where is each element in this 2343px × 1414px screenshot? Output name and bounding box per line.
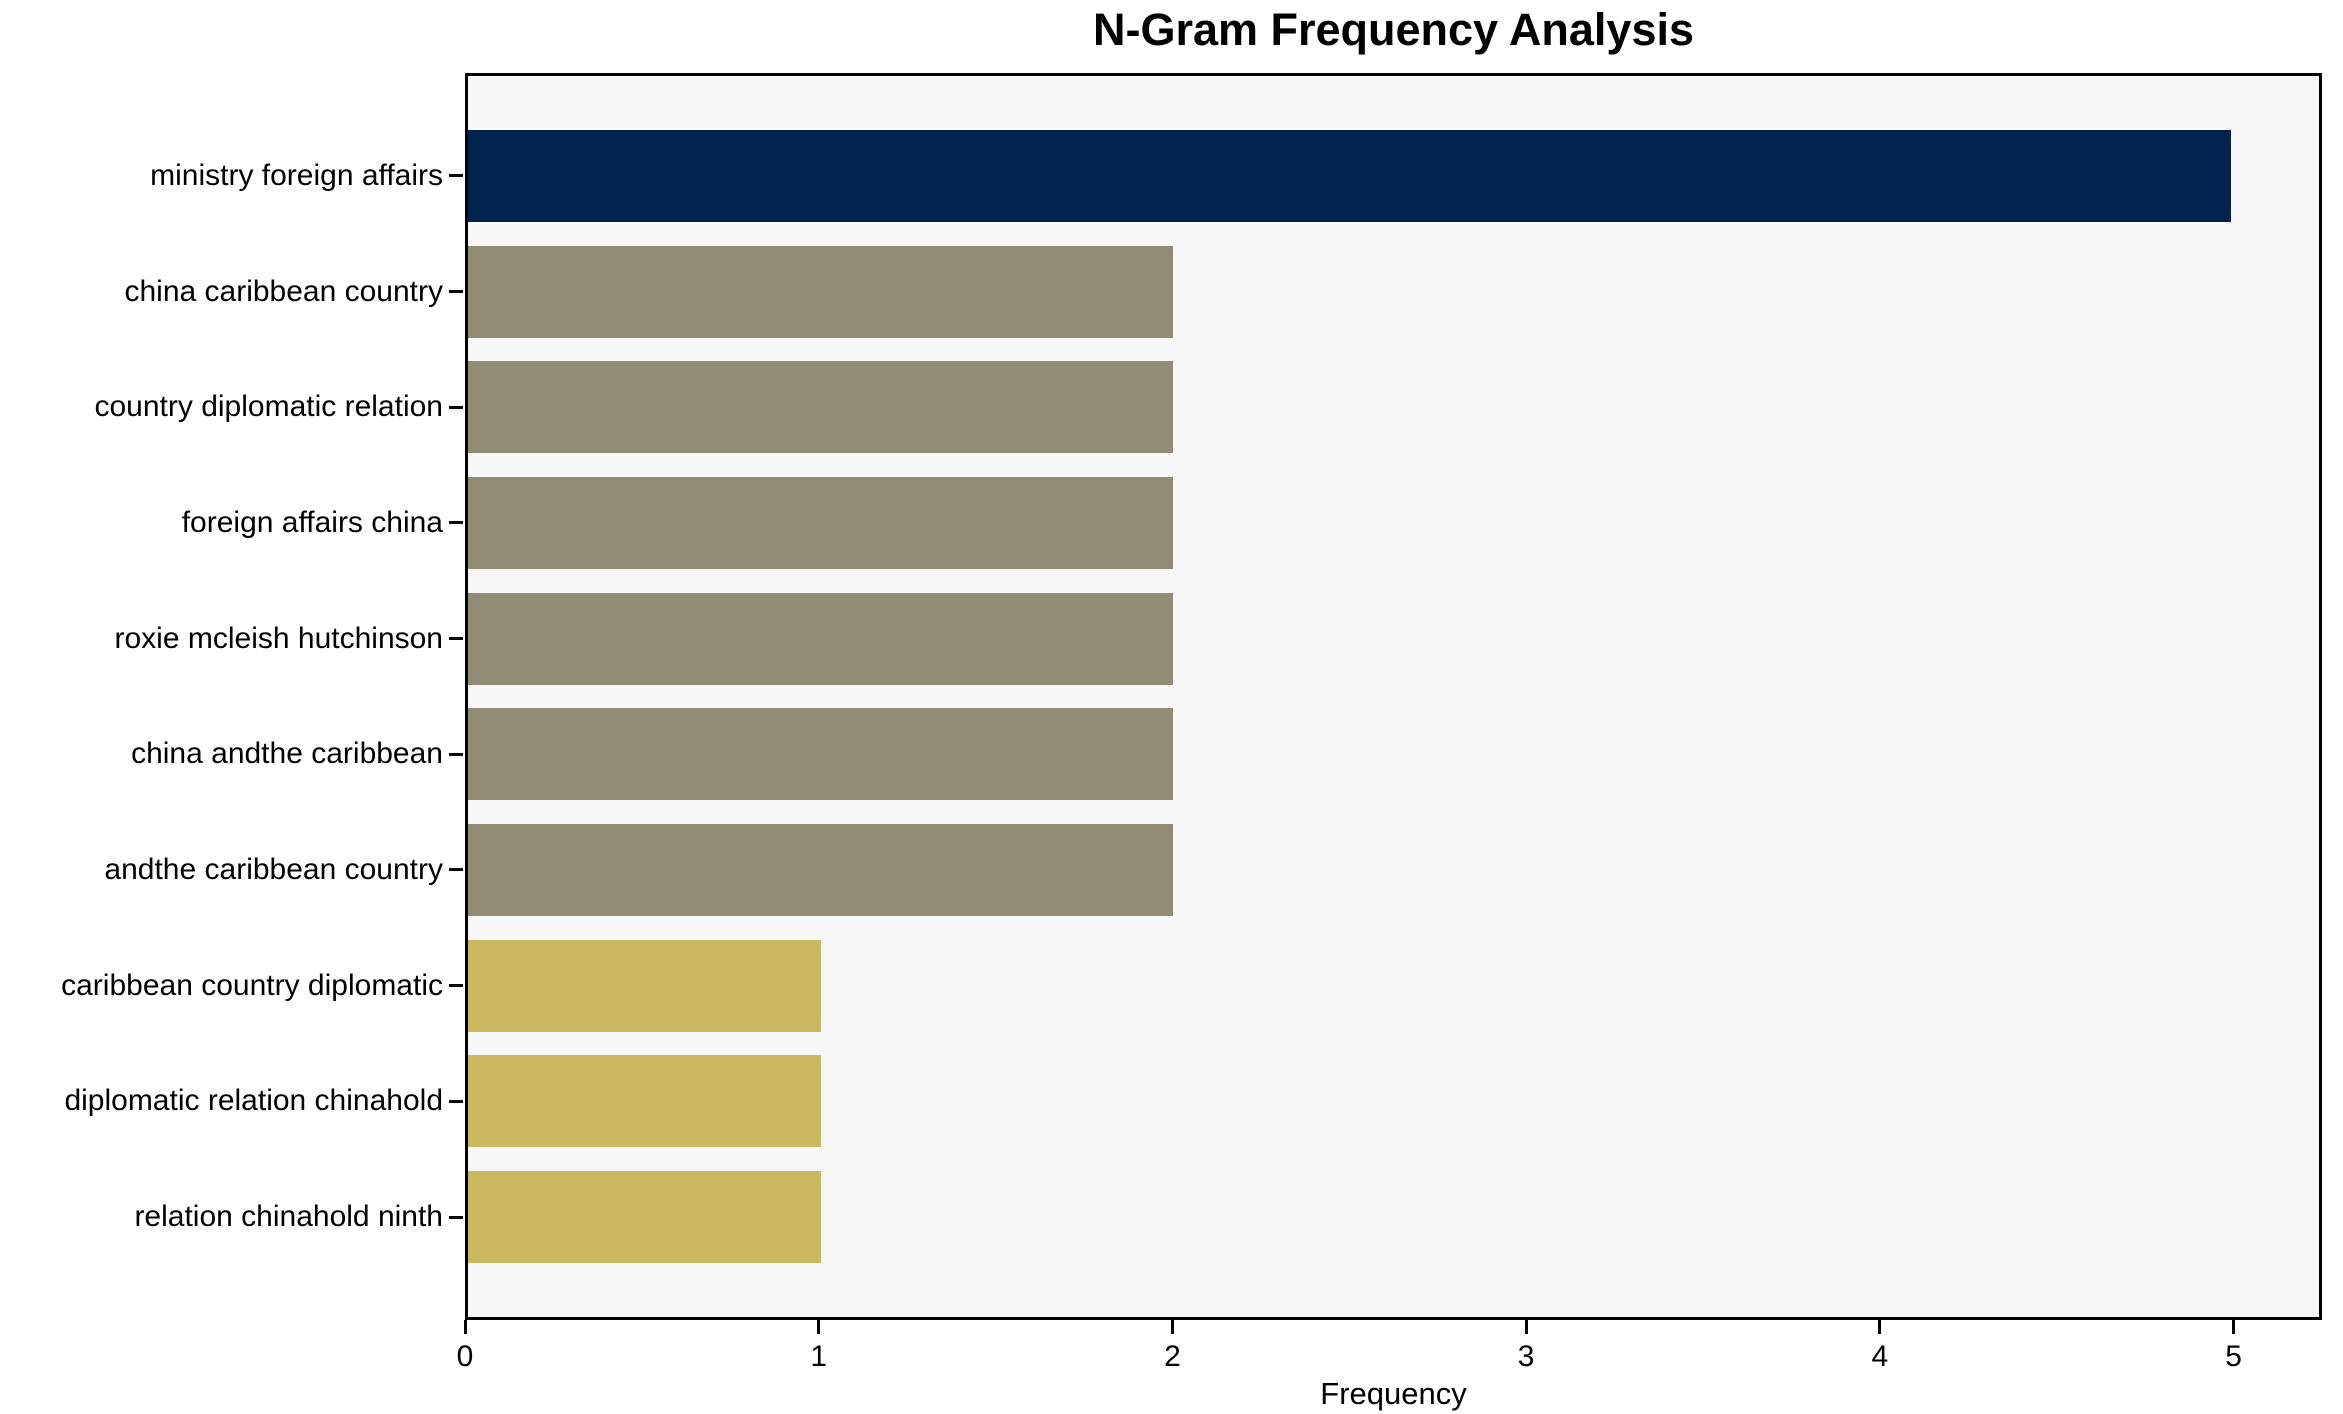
y-tick-mark xyxy=(449,290,463,294)
y-tick-mark xyxy=(449,405,463,409)
x-axis-title: Frequency xyxy=(1320,1376,1467,1411)
y-tick-mark xyxy=(449,637,463,641)
y-tick-label: country diplomatic relation xyxy=(94,390,443,424)
x-tick-label: 3 xyxy=(1517,1340,1535,1373)
y-tick-label: caribbean country diplomatic xyxy=(61,968,443,1002)
x-tick-mark xyxy=(1878,1320,1882,1334)
x-tick-mark xyxy=(1170,1320,1174,1334)
x-tick-mark xyxy=(817,1320,821,1334)
bar-relation-chinahold-ninth xyxy=(468,1171,821,1264)
bar-china-caribbean-country xyxy=(468,245,1174,338)
plot-area xyxy=(465,73,2322,1320)
bar-ministry-foreign-affairs xyxy=(468,129,2231,222)
y-tick-label: relation chinahold ninth xyxy=(134,1200,443,1234)
y-tick-label: roxie mcleish hutchinson xyxy=(114,621,444,655)
x-tick-label: 0 xyxy=(456,1340,474,1373)
y-tick-mark xyxy=(449,868,463,872)
y-tick-mark xyxy=(449,174,463,178)
bar-country-diplomatic-relation xyxy=(468,361,1174,454)
y-tick-mark xyxy=(449,1099,463,1103)
x-tick-label: 4 xyxy=(1871,1340,1889,1373)
bar-roxie-mcleish-hutchinson xyxy=(468,592,1174,685)
x-tick-label: 2 xyxy=(1164,1340,1181,1373)
x-tick-mark xyxy=(1524,1320,1528,1334)
y-tick-label: foreign affairs china xyxy=(181,505,443,539)
y-tick-label: china andthe caribbean xyxy=(131,737,443,771)
y-tick-mark xyxy=(449,521,463,525)
bar-caribbean-country-diplomatic xyxy=(468,939,821,1032)
y-tick-label: andthe caribbean country xyxy=(104,852,443,886)
bar-foreign-affairs-china xyxy=(468,476,1174,569)
bar-diplomatic-relation-chinahold xyxy=(468,1055,821,1148)
y-tick-mark xyxy=(449,984,463,988)
y-tick-mark xyxy=(449,1215,463,1219)
y-tick-mark xyxy=(449,752,463,756)
x-tick-label: 1 xyxy=(810,1340,828,1373)
x-tick-mark xyxy=(2232,1320,2236,1334)
bar-andthe-caribbean-country xyxy=(468,823,1174,916)
chart-title: N-Gram Frequency Analysis xyxy=(1092,4,1695,55)
x-tick-label: 5 xyxy=(2225,1340,2242,1373)
y-tick-label: ministry foreign affairs xyxy=(150,158,443,192)
x-tick-mark xyxy=(463,1320,467,1334)
y-tick-label: china caribbean country xyxy=(124,274,443,308)
bar-china-andthe-caribbean xyxy=(468,708,1174,801)
y-tick-label: diplomatic relation chinahold xyxy=(64,1084,443,1118)
